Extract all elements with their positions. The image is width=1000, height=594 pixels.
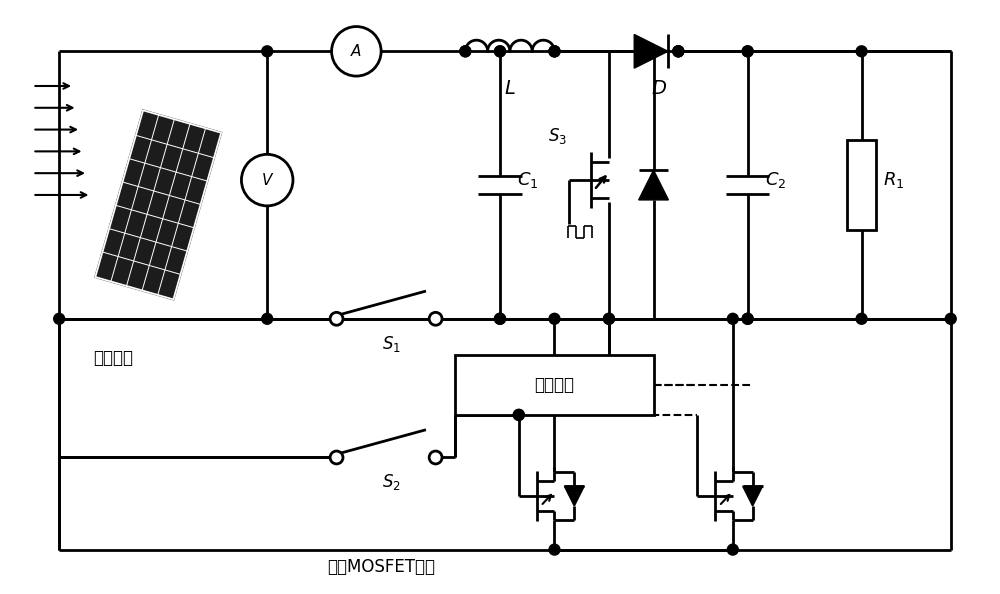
Circle shape xyxy=(742,46,753,57)
Circle shape xyxy=(727,314,738,324)
Circle shape xyxy=(604,314,614,324)
Circle shape xyxy=(673,46,684,57)
Circle shape xyxy=(429,312,442,326)
Circle shape xyxy=(513,409,524,421)
Text: $R_1$: $R_1$ xyxy=(883,170,905,190)
Circle shape xyxy=(549,544,560,555)
Polygon shape xyxy=(564,486,584,506)
Text: $C_2$: $C_2$ xyxy=(765,170,786,190)
Circle shape xyxy=(495,46,505,57)
Text: $D$: $D$ xyxy=(651,79,667,98)
Polygon shape xyxy=(743,486,763,506)
Circle shape xyxy=(945,314,956,324)
Polygon shape xyxy=(95,110,221,299)
Circle shape xyxy=(330,451,343,464)
Text: $S_2$: $S_2$ xyxy=(382,472,400,492)
Circle shape xyxy=(549,46,560,57)
Circle shape xyxy=(330,312,343,326)
Circle shape xyxy=(495,46,505,57)
Circle shape xyxy=(673,46,684,57)
Text: 光伏组件: 光伏组件 xyxy=(94,349,134,368)
Circle shape xyxy=(604,314,614,324)
Text: 多个MOSFET并联: 多个MOSFET并联 xyxy=(327,558,435,576)
Circle shape xyxy=(742,314,753,324)
Polygon shape xyxy=(639,170,668,200)
Circle shape xyxy=(742,46,753,57)
Bar xyxy=(455,355,654,415)
Circle shape xyxy=(856,314,867,324)
Text: $L$: $L$ xyxy=(504,79,516,98)
Circle shape xyxy=(495,314,505,324)
Circle shape xyxy=(54,314,65,324)
Circle shape xyxy=(495,314,505,324)
Circle shape xyxy=(742,314,753,324)
Circle shape xyxy=(727,544,738,555)
Circle shape xyxy=(549,46,560,57)
Circle shape xyxy=(332,27,381,76)
Circle shape xyxy=(262,314,273,324)
Circle shape xyxy=(460,46,471,57)
Circle shape xyxy=(429,451,442,464)
Circle shape xyxy=(673,46,684,57)
Circle shape xyxy=(331,314,342,324)
Polygon shape xyxy=(634,34,668,68)
Text: $S_1$: $S_1$ xyxy=(382,334,400,353)
Text: 控制电路: 控制电路 xyxy=(534,376,574,394)
Text: A: A xyxy=(351,44,362,59)
Bar xyxy=(847,140,876,230)
Circle shape xyxy=(262,46,273,57)
Circle shape xyxy=(460,46,471,57)
Text: $C_1$: $C_1$ xyxy=(517,170,538,190)
Circle shape xyxy=(241,154,293,206)
Circle shape xyxy=(856,46,867,57)
Circle shape xyxy=(430,314,441,324)
Circle shape xyxy=(549,314,560,324)
Circle shape xyxy=(513,409,524,421)
Circle shape xyxy=(549,46,560,57)
Text: $S_3$: $S_3$ xyxy=(548,125,567,146)
Text: V: V xyxy=(262,173,272,188)
